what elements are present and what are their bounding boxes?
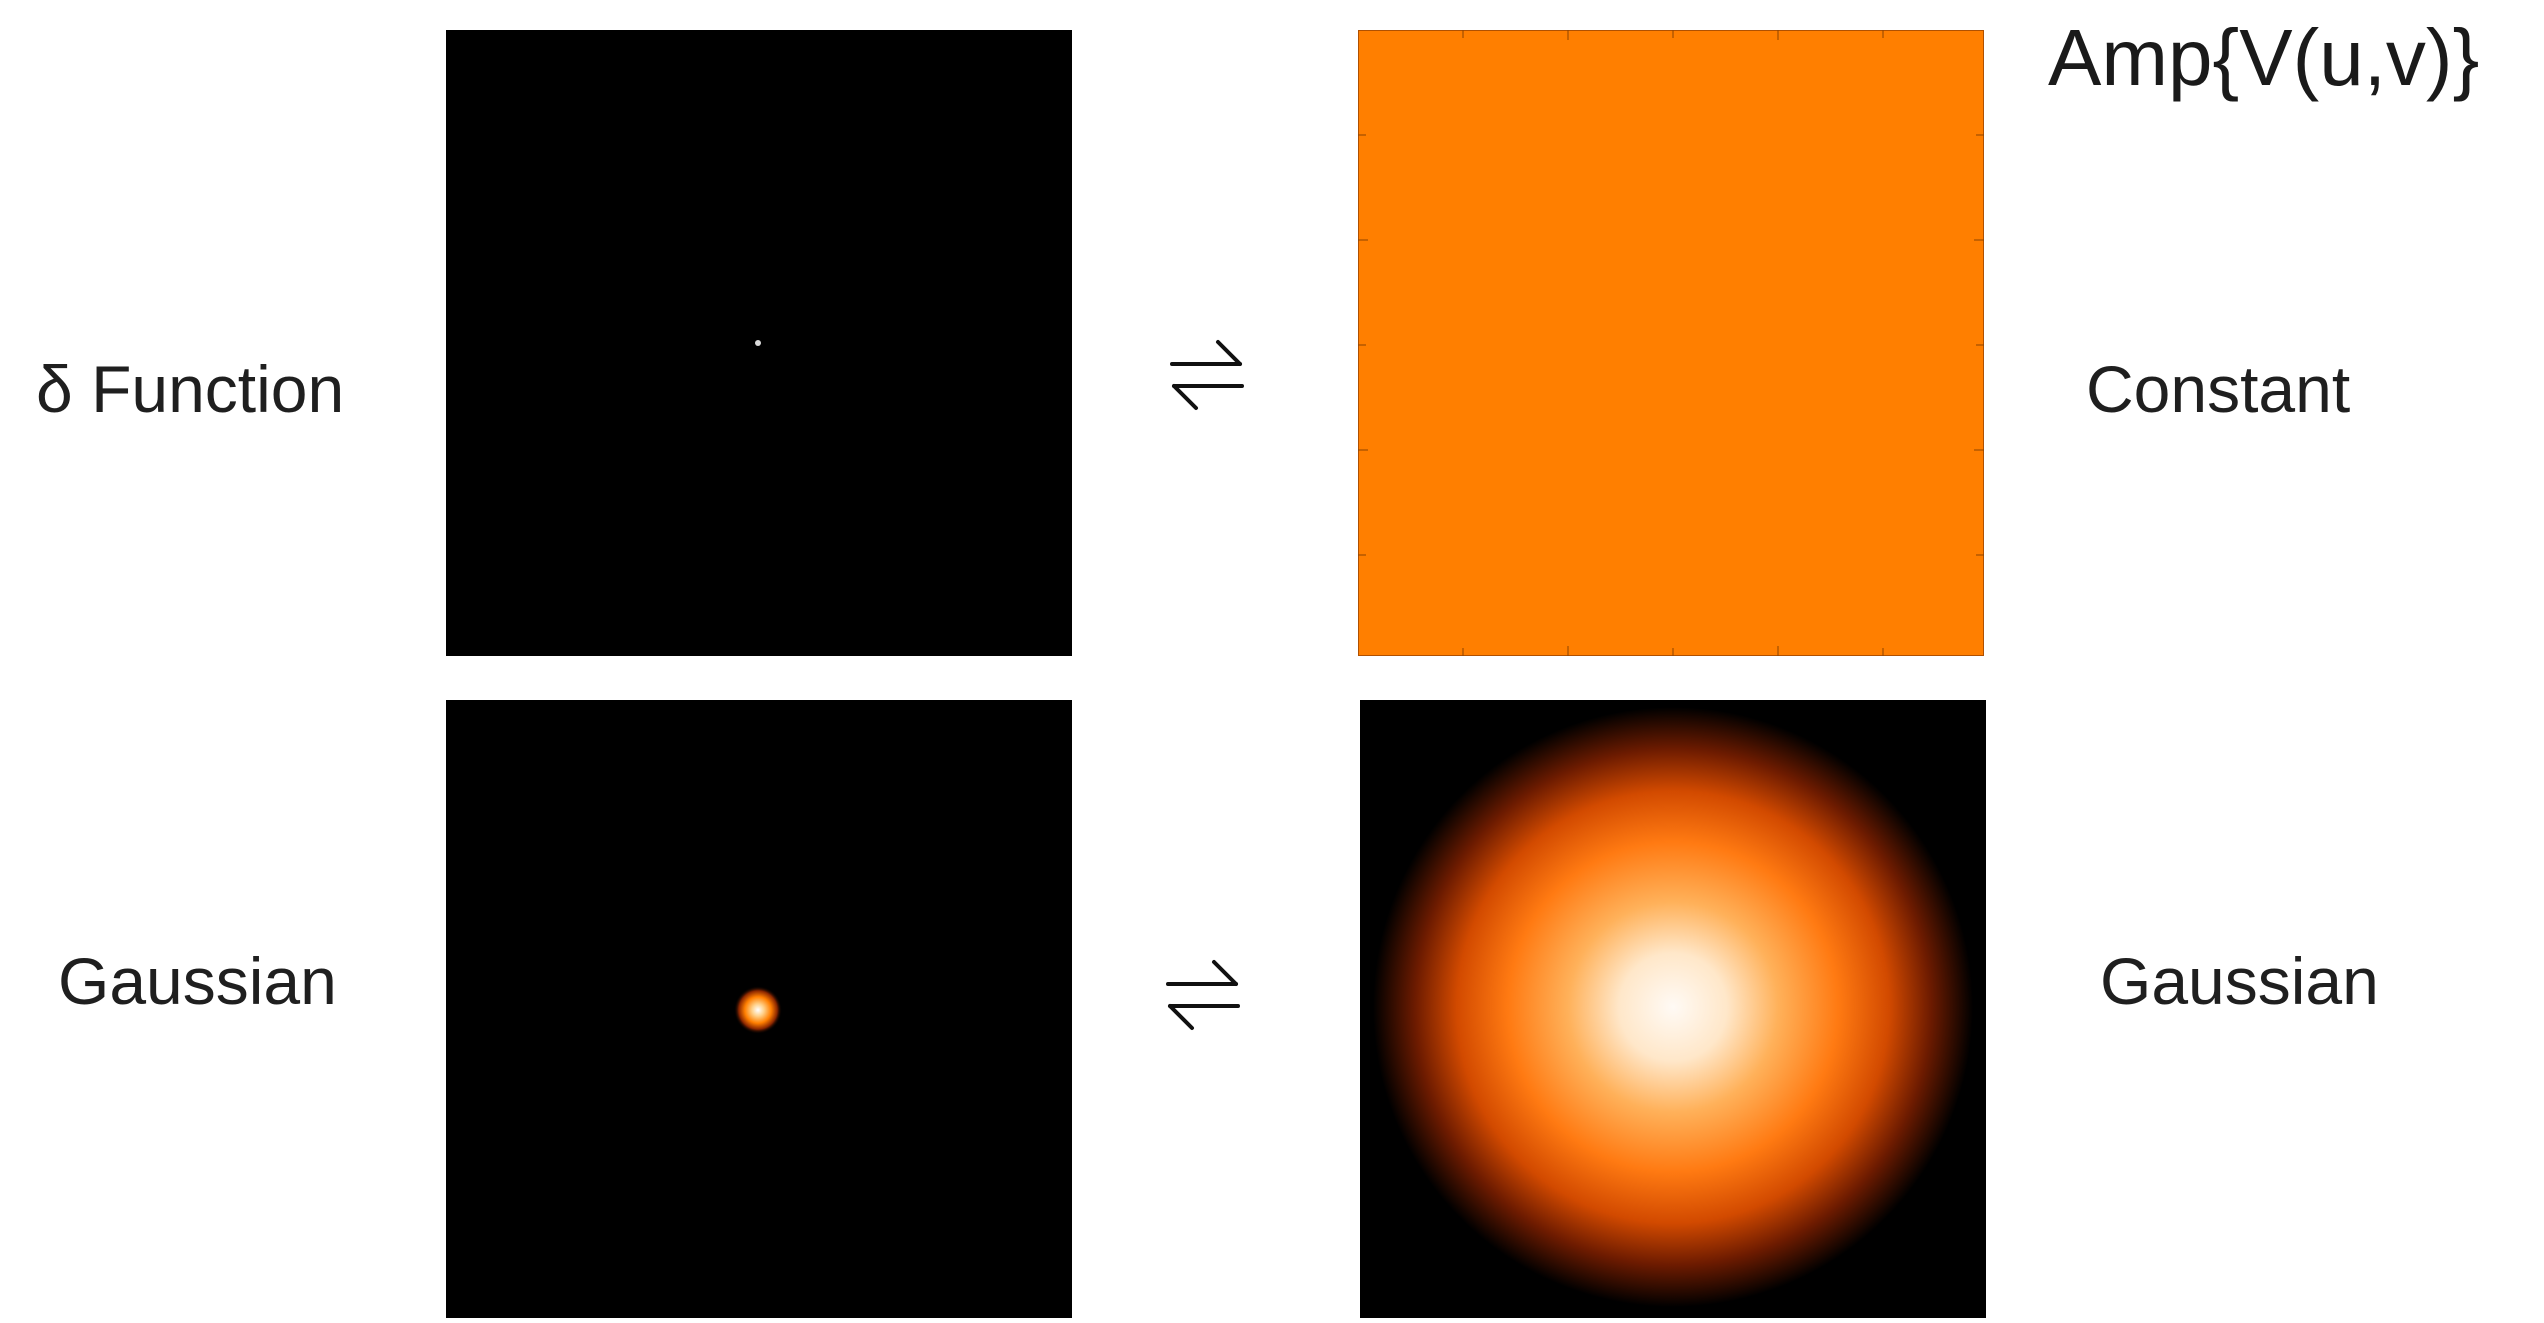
harpoons-row2-icon	[1158, 950, 1248, 1040]
row1-left-label: δ Function	[36, 352, 345, 426]
left-right-harpoons-icon	[1166, 960, 1240, 1030]
small-gaussian-image	[446, 700, 1072, 1318]
large-gaussian-image	[1360, 700, 1986, 1318]
tick-frame	[1358, 30, 1984, 656]
delta-function-svg	[446, 30, 1072, 656]
row2-right-label: Gaussian	[2100, 944, 2379, 1018]
row1-right-label: Constant	[2086, 352, 2351, 426]
large-gaussian-svg	[1360, 700, 1986, 1318]
constant-image	[1358, 30, 1984, 656]
row2-left-label: Gaussian	[58, 944, 337, 1018]
harpoons-row1-icon	[1162, 330, 1252, 420]
delta-function-image	[446, 30, 1072, 656]
amplitude-title: Amp{V(u,v)}	[2048, 13, 2480, 102]
small-gaussian-svg	[446, 700, 1072, 1318]
left-right-harpoons-icon	[1170, 340, 1244, 410]
